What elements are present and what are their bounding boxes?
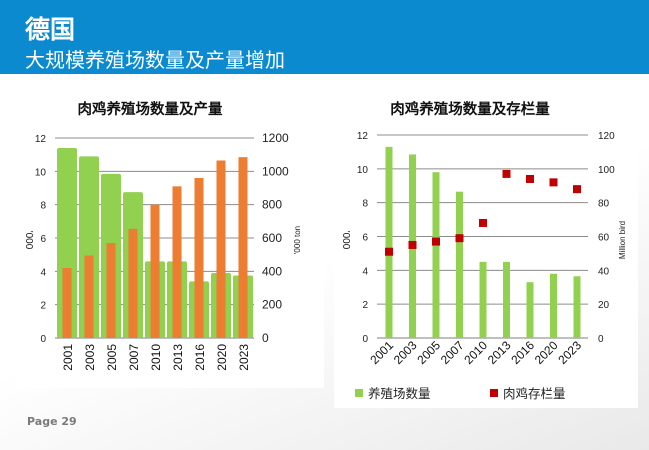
- data-marker: [573, 185, 581, 194]
- data-marker: [408, 240, 417, 249]
- x-tick-label: 2013: [485, 338, 514, 367]
- data-bar: [62, 268, 72, 338]
- data-bar: [128, 228, 138, 338]
- y-tick-label: 4: [362, 266, 368, 277]
- x-tick-label: 2007: [127, 344, 141, 371]
- y2-tick-label: 1200: [262, 131, 289, 145]
- y-tick-label: 2: [362, 300, 368, 311]
- chart-title-left: 肉鸡养殖场数量及产量: [77, 102, 223, 118]
- x-tick-label: 2001: [367, 338, 396, 367]
- data-bar: [503, 261, 510, 338]
- x-tick-label: 2007: [438, 338, 467, 367]
- x-tick-label: 2023: [555, 338, 584, 367]
- data-bar: [479, 261, 487, 338]
- x-tick-label: 2016: [193, 344, 207, 371]
- x-tick-label: 2020: [532, 338, 561, 367]
- y2-axis-label: '000 ton: [293, 226, 302, 254]
- y2-tick-label: 80: [598, 199, 610, 210]
- legend-label: 养殖场数量: [368, 386, 431, 401]
- chart-title-right: 肉鸡养殖场数量及存栏量: [390, 102, 550, 118]
- y-axis-label: '000: [23, 231, 34, 250]
- y2-tick-label: 40: [598, 266, 610, 277]
- y-tick-label: 10: [357, 165, 369, 176]
- y-tick-label: 8: [362, 199, 368, 210]
- y2-tick-label: 120: [598, 131, 615, 142]
- data-bar: [79, 156, 99, 338]
- y2-tick-label: 100: [598, 165, 615, 176]
- data-bar: [573, 276, 581, 338]
- data-marker: [385, 247, 393, 256]
- slide-subtitle: 大规模养殖场数量及产量增加: [25, 48, 285, 72]
- data-bar: [194, 178, 204, 338]
- header-band: 德国 大规模养殖场数量及产量增加: [0, 0, 649, 74]
- y-tick-label: 10: [35, 167, 47, 178]
- y2-tick-label: 800: [262, 198, 282, 212]
- data-bar: [84, 255, 94, 338]
- x-tick-label: 2023: [237, 344, 251, 371]
- data-marker: [526, 174, 534, 183]
- y2-tick-label: 1000: [262, 164, 289, 178]
- data-bar: [238, 157, 248, 338]
- y2-tick-label: 200: [262, 298, 282, 312]
- data-marker: [432, 237, 440, 246]
- x-tick-label: 2010: [461, 338, 490, 367]
- data-bar: [456, 191, 463, 338]
- data-bar: [216, 160, 226, 338]
- y-tick-label: 12: [35, 134, 47, 145]
- data-marker: [455, 234, 464, 243]
- x-tick-label: 2016: [508, 338, 537, 367]
- legend-label: 肉鸡存栏量: [503, 386, 566, 401]
- y2-tick-label: 0: [598, 334, 604, 345]
- y2-tick-label: 400: [262, 264, 282, 278]
- chart-panel-right: [334, 88, 638, 408]
- page-number: Page 29: [27, 415, 77, 428]
- y2-axis-label: Million bird: [618, 221, 627, 259]
- data-bar: [526, 282, 534, 338]
- data-bar: [550, 273, 557, 338]
- x-tick-label: 2003: [83, 344, 97, 371]
- y-tick-label: 12: [357, 131, 369, 142]
- y-tick-label: 8: [40, 201, 46, 212]
- x-tick-label: 2005: [105, 344, 119, 371]
- legend-swatch: [355, 389, 363, 397]
- x-tick-label: 2013: [171, 344, 185, 371]
- y-tick-label: 0: [40, 334, 46, 345]
- y-axis-label: '000: [340, 231, 351, 250]
- data-marker: [502, 169, 511, 178]
- slide-title: 德国: [25, 15, 76, 44]
- data-bar: [150, 204, 160, 338]
- y-tick-label: 0: [362, 334, 368, 345]
- y2-tick-label: 60: [598, 233, 610, 244]
- data-bar: [385, 146, 393, 338]
- x-tick-label: 2001: [61, 344, 75, 371]
- legend-swatch: [490, 389, 498, 397]
- y2-tick-label: 0: [262, 331, 269, 345]
- x-tick-label: 2020: [215, 344, 229, 371]
- data-marker: [479, 218, 487, 227]
- y-tick-label: 6: [362, 233, 368, 244]
- x-tick-label: 2005: [414, 338, 443, 367]
- data-bar: [57, 148, 77, 338]
- data-bar: [432, 172, 440, 338]
- x-tick-label: 2003: [391, 338, 420, 367]
- y-tick-label: 6: [40, 234, 46, 245]
- data-marker: [549, 178, 558, 187]
- y-tick-label: 4: [40, 267, 46, 278]
- x-tick-label: 2010: [149, 344, 163, 371]
- y-tick-label: 2: [40, 301, 46, 312]
- data-bar: [106, 243, 116, 338]
- y2-tick-label: 20: [598, 300, 610, 311]
- data-bar: [172, 186, 182, 338]
- y2-tick-label: 600: [262, 231, 282, 245]
